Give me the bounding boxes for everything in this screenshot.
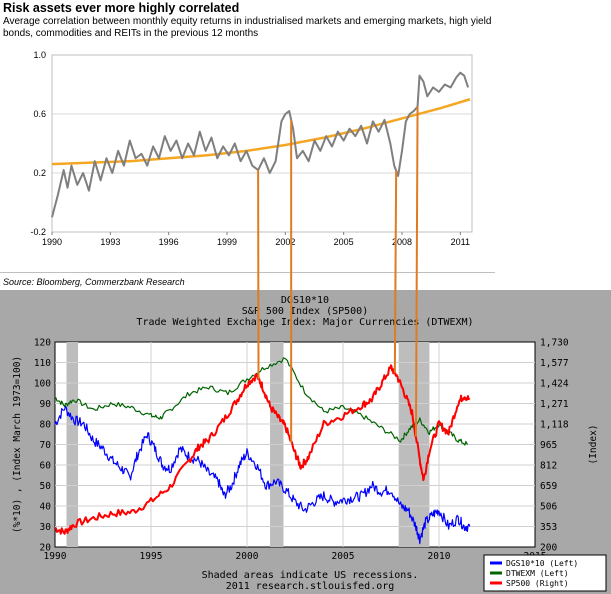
- top-chart-divider: [0, 272, 495, 273]
- left-tick-label: 60: [40, 461, 52, 472]
- left-tick-label: 40: [40, 502, 52, 513]
- x-tick-label: 1999: [217, 237, 237, 247]
- top-chart-panel: Risk assets ever more highly correlated …: [0, 0, 495, 290]
- x-tick-label: 1990: [42, 237, 62, 247]
- right-tick-label: 659: [540, 481, 557, 492]
- fred-x-tick-label: 1995: [140, 551, 163, 562]
- x-tick-label: 2008: [392, 237, 412, 247]
- top-chart-subtitle: Average correlation between monthly equi…: [3, 16, 492, 39]
- fred-x-tick-label: 2005: [332, 551, 355, 562]
- right-tick-label: 1,577: [540, 358, 569, 369]
- left-tick-label: 70: [40, 440, 52, 451]
- right-tick-label: 965: [540, 440, 557, 451]
- fred-footer-line: 2011 research.stlouisfed.org: [226, 581, 395, 592]
- x-tick-label: 2011: [451, 237, 470, 247]
- right-tick-label: 1,730: [540, 338, 569, 349]
- fred-x-tick-label: 1990: [44, 551, 67, 562]
- right-tick-label: 506: [540, 502, 557, 513]
- trend-line: [51, 98, 471, 166]
- y-tick-label: -0.2: [30, 227, 46, 237]
- right-tick-label: 200: [540, 543, 557, 554]
- correlation-line: [51, 71, 470, 218]
- legend-label: DGS10*10 (Left): [506, 559, 578, 568]
- left-tick-label: 30: [40, 522, 52, 533]
- top-chart-source: Source: Bloomberg, Commerzbank Research: [3, 277, 185, 287]
- left-tick-label: 110: [34, 358, 51, 369]
- right-tick-label: 812: [540, 461, 557, 472]
- x-tick-label: 2005: [334, 237, 354, 247]
- left-tick-label: 80: [40, 420, 52, 431]
- left-axis-label: (%*10) , (Index March 1973=100): [12, 356, 23, 533]
- dtwexm-line: [54, 357, 469, 446]
- right-tick-label: 1,271: [540, 399, 569, 410]
- right-tick-label: 1,424: [540, 379, 569, 390]
- plot-frame: [51, 54, 473, 233]
- x-tick-label: 1996: [159, 237, 179, 247]
- right-tick-label: 1,118: [540, 420, 569, 431]
- sp500-line: [54, 364, 471, 535]
- fred-footer-line: Shaded areas indicate US recessions.: [202, 570, 419, 581]
- left-tick-label: 90: [40, 399, 52, 410]
- left-tick-label: 120: [34, 338, 51, 349]
- right-tick-label: 353: [540, 522, 557, 533]
- fred-title-line: DGS10*10: [281, 295, 329, 306]
- legend-label: DTWEXM (Left): [506, 569, 569, 578]
- y-tick-label: 1.0: [33, 50, 46, 60]
- fred-chart-panel: DGS10*10 S&P 500 Index (SP500) Trade Weigh…: [0, 290, 611, 594]
- fred-x-tick-label: 2010: [428, 551, 451, 562]
- fred-title-line: S&P 500 Index (SP500): [242, 306, 368, 317]
- left-tick-label: 50: [40, 481, 52, 492]
- legend-label: SP500 (Right): [506, 579, 569, 588]
- right-axis-label: (Index): [588, 424, 599, 464]
- fred-legend: DGS10*10 (Left)DTWEXM (Left)SP500 (Right…: [483, 554, 607, 592]
- x-tick-label: 1993: [100, 237, 120, 247]
- y-tick-label: 0.6: [33, 109, 46, 119]
- dgs10-line: [54, 405, 471, 545]
- left-tick-label: 100: [34, 379, 51, 390]
- legend-box: [483, 554, 607, 592]
- y-tick-label: 0.2: [33, 168, 46, 178]
- fred-title-line: Trade Weighted Exchange Index: Major Cur…: [136, 317, 473, 328]
- fred-x-tick-label: 2000: [236, 551, 259, 562]
- fred-chart: DGS10*10S&P 500 Index (SP500)Trade Weigh…: [12, 295, 607, 592]
- x-tick-label: 2002: [275, 237, 295, 247]
- left-tick-label: 20: [40, 543, 52, 554]
- top-chart-title: Risk assets ever more highly correlated: [3, 1, 240, 15]
